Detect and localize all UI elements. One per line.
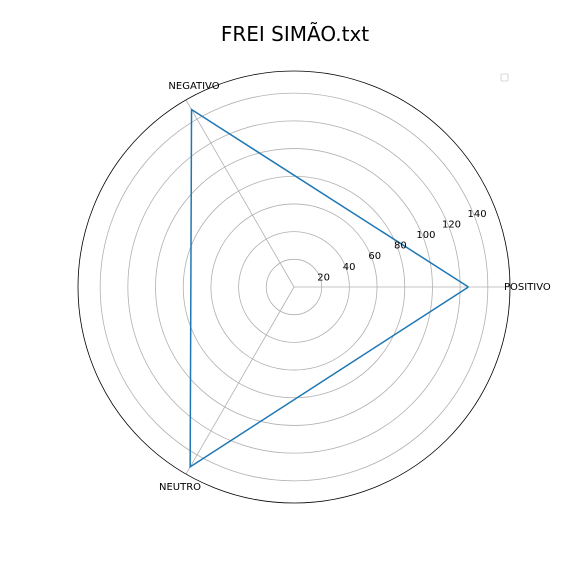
series-line-0: [189, 108, 469, 469]
r-tick-label-80: 80: [394, 241, 407, 252]
r-tick-label-140: 140: [468, 209, 487, 220]
radial-tick-labels: 20 40 60 80 100 120 140: [317, 209, 486, 284]
legend-box: [500, 73, 509, 82]
chart-title: FREI SIMÃO.txt: [221, 22, 369, 46]
r-tick-label-100: 100: [416, 230, 435, 241]
r-tick-label-60: 60: [368, 251, 381, 262]
r-tick-label-40: 40: [343, 262, 356, 273]
category-labels: POSITIVO NEGATIVO NEUTRO: [159, 81, 551, 493]
category-label-positivo: POSITIVO: [504, 282, 551, 293]
category-label-neutro: NEUTRO: [159, 482, 201, 493]
category-label-negativo: NEGATIVO: [168, 81, 219, 92]
r-tick-label-120: 120: [442, 219, 461, 230]
grid: [77, 70, 511, 504]
r-tick-label-20: 20: [317, 272, 330, 283]
spoke-negativo: [185, 99, 295, 288]
spoke-neutro: [185, 286, 295, 475]
outer-ring: [77, 70, 511, 504]
series-layer: [189, 108, 469, 469]
